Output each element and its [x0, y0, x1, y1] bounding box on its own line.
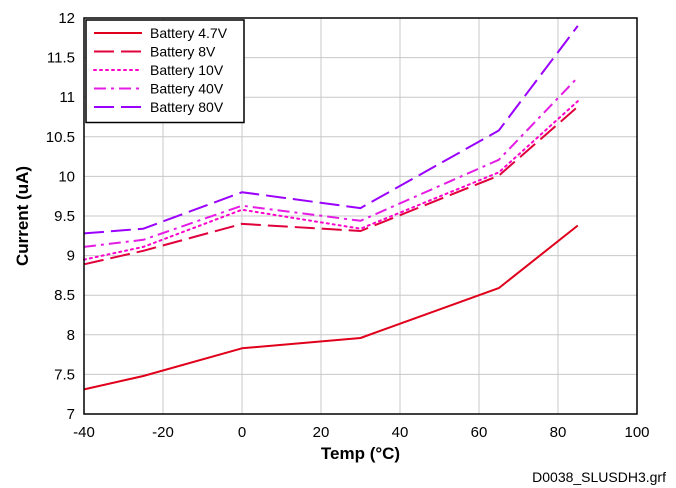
x-tick-label: -40	[73, 424, 95, 441]
y-tick-label: 7.5	[54, 366, 75, 383]
legend-label-4: Battery 40V	[150, 81, 224, 97]
y-tick-label: 9	[67, 248, 75, 265]
y-tick-label: 8	[67, 327, 75, 344]
series-line-1	[83, 224, 579, 391]
tick-labels: -40 -20 0 20 40 60 80 100 7 7.5 8 8.5 9 9.5 10 10.5 11 11…	[46, 10, 650, 441]
y-tick-label: 7	[67, 406, 75, 423]
legend-label-3: Battery 10V	[150, 62, 224, 78]
y-tick-label: 11	[59, 89, 75, 106]
footer-filename: D0038_SLUSDH3.grf	[532, 469, 666, 485]
x-tick-label: 60	[471, 424, 488, 441]
x-tick-label: 80	[550, 424, 567, 441]
plot-area-border	[83, 17, 638, 415]
legend: Battery 4.7V Battery 8V Battery 10V Battery…	[85, 19, 245, 124]
series-layer	[83, 25, 579, 391]
y-tick-label: 10	[58, 168, 75, 185]
legend-label-2: Battery 8V	[150, 44, 216, 60]
x-tick-label: 100	[624, 424, 649, 441]
legend-label-1: Battery 4.7V	[150, 25, 228, 41]
y-tick-label: 12	[58, 10, 75, 27]
y-tick-label: 8.5	[54, 287, 75, 304]
x-tick-label: -20	[152, 424, 174, 441]
legend-label-5: Battery 80V	[150, 99, 224, 115]
y-tick-label: 10.5	[46, 129, 75, 146]
x-axis-title: Temp (°C)	[321, 444, 400, 463]
series-line-3	[83, 100, 579, 261]
legend-box	[85, 19, 245, 124]
x-tick-label: 0	[238, 424, 246, 441]
y-axis-title: Current (uA)	[13, 166, 32, 266]
series-line-4	[83, 76, 579, 248]
y-tick-label: 9.5	[54, 208, 75, 225]
x-tick-label: 20	[313, 424, 330, 441]
x-tick-label: 40	[392, 424, 409, 441]
series-line-5	[83, 25, 579, 235]
series-line-2	[83, 105, 579, 266]
y-tick-label: 11.5	[47, 50, 75, 67]
